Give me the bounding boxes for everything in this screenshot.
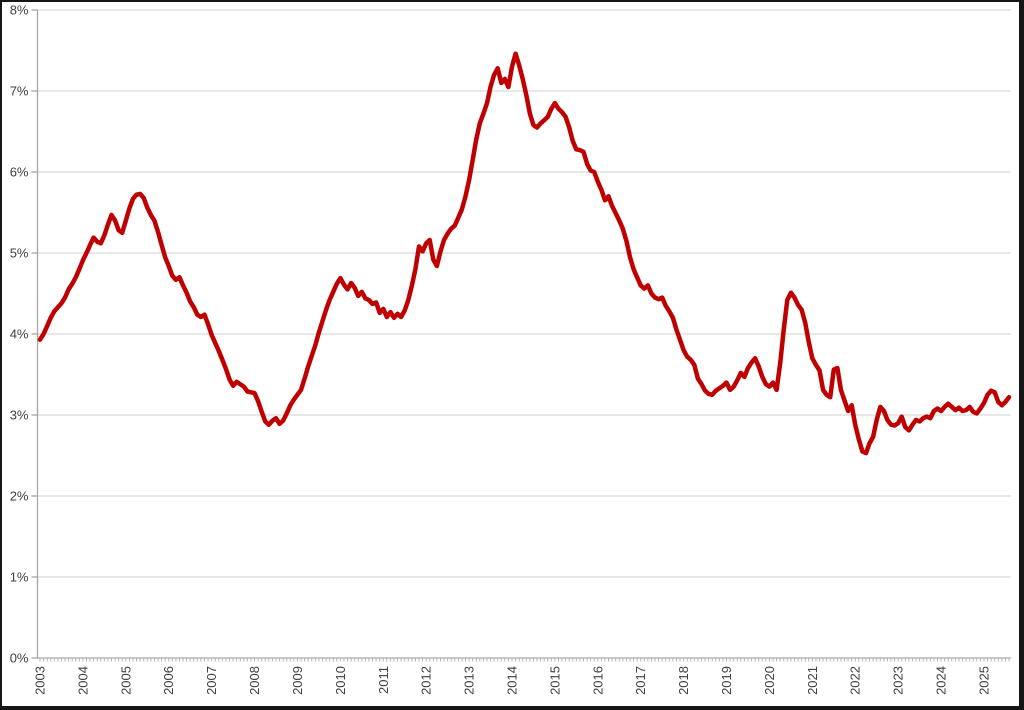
x-axis-year-label: 2020 xyxy=(762,666,777,695)
data-series xyxy=(37,51,1012,456)
x-axis-year-label: 2003 xyxy=(33,666,48,695)
x-axis-year-label: 2007 xyxy=(204,666,219,695)
gridlines xyxy=(37,9,1011,578)
x-axis-year-label: 2004 xyxy=(75,666,90,695)
x-axis-year-label: 2025 xyxy=(976,666,991,695)
x-axis-year-label: 2008 xyxy=(247,666,262,695)
y-axis-label: 4% xyxy=(10,327,29,342)
x-axis-year-label: 2013 xyxy=(462,666,477,695)
y-axis-labels: 0% 1% 2% 3% 4% 5% 6% 7% 8% xyxy=(10,3,29,666)
y-axis-label: 5% xyxy=(10,246,29,261)
x-axis-year-label: 2005 xyxy=(118,666,133,695)
y-axis-label: 2% xyxy=(10,489,29,504)
x-axis-labels: 2003 2004 2005 2006 2007 2008 2009 2010 2011 2012… xyxy=(33,666,992,695)
y-axis-label: 1% xyxy=(10,570,29,585)
x-axis-year-label: 2019 xyxy=(719,666,734,695)
x-axis-year-label: 2015 xyxy=(547,666,562,695)
x-axis-year-label: 2017 xyxy=(633,666,648,695)
y-axis-label: 3% xyxy=(10,408,29,423)
x-axis-year-label: 2016 xyxy=(590,666,605,695)
x-axis-year-label: 2006 xyxy=(161,666,176,695)
x-axis-year-label: 2009 xyxy=(290,666,305,695)
x-axis-year-label: 2012 xyxy=(419,666,434,695)
y-axis-label: 8% xyxy=(10,3,29,18)
axis-ticks xyxy=(31,9,1010,662)
x-axis-year-label: 2022 xyxy=(848,666,863,695)
x-axis-year-label: 2024 xyxy=(934,666,949,695)
y-axis-label: 7% xyxy=(10,84,29,99)
y-axis-label: 6% xyxy=(10,165,29,180)
x-axis-year-label: 2010 xyxy=(333,666,348,695)
x-axis-year-label: 2018 xyxy=(676,666,691,695)
x-axis-year-label: 2011 xyxy=(376,666,391,694)
unemployment-rate-line xyxy=(37,51,1012,456)
x-axis-year-label: 2023 xyxy=(891,666,906,695)
y-axis-label: 0% xyxy=(10,651,29,666)
x-axis-year-label: 2014 xyxy=(504,666,519,695)
x-axis-year-label: 2021 xyxy=(805,666,820,695)
